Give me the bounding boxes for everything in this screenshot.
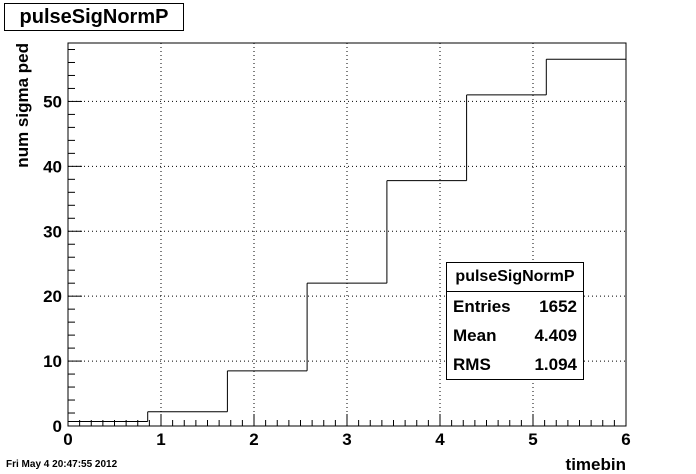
x-tick-label: 6	[621, 430, 630, 449]
y-tick-label: 30	[43, 222, 62, 241]
x-tick-label: 0	[63, 430, 72, 449]
y-tick-label: 0	[53, 417, 62, 436]
y-axis-label: num sigma ped	[13, 43, 32, 168]
y-tick-label: 20	[43, 287, 62, 306]
histogram-layer	[68, 58, 626, 422]
histogram-title: pulseSigNormP	[4, 3, 184, 31]
x-tick-label: 5	[528, 430, 537, 449]
y-tick-label: 40	[43, 157, 62, 176]
y-tick-label: 50	[43, 92, 62, 111]
footer-date: Fri May 4 20:47:55 2012	[6, 459, 118, 470]
stats-label: Mean	[453, 325, 497, 345]
x-tick-label: 1	[156, 430, 165, 449]
y-tick-label: 10	[43, 352, 62, 371]
stats-box: pulseSigNormP Entries 1652 Mean 4.409 RM…	[446, 262, 584, 380]
x-tick-label: 3	[342, 430, 351, 449]
x-tick-label: 2	[249, 430, 258, 449]
stats-value: 1.094	[534, 354, 577, 374]
stats-row-entries: Entries 1652	[447, 292, 583, 321]
stats-row-mean: Mean 4.409	[447, 321, 583, 350]
axis-layer: 0 1 2 3 4 5 6 0 10 20 30 40 50	[43, 48, 631, 449]
stats-title: pulseSigNormP	[447, 263, 583, 292]
x-tick-label: 4	[435, 430, 445, 449]
stats-label: Entries	[453, 296, 511, 316]
stats-label: RMS	[453, 354, 491, 374]
stats-value: 4.409	[534, 325, 577, 345]
stats-value: 1652	[539, 296, 577, 316]
stats-row-rms: RMS 1.094	[447, 350, 583, 379]
x-axis-label: timebin	[566, 455, 626, 474]
